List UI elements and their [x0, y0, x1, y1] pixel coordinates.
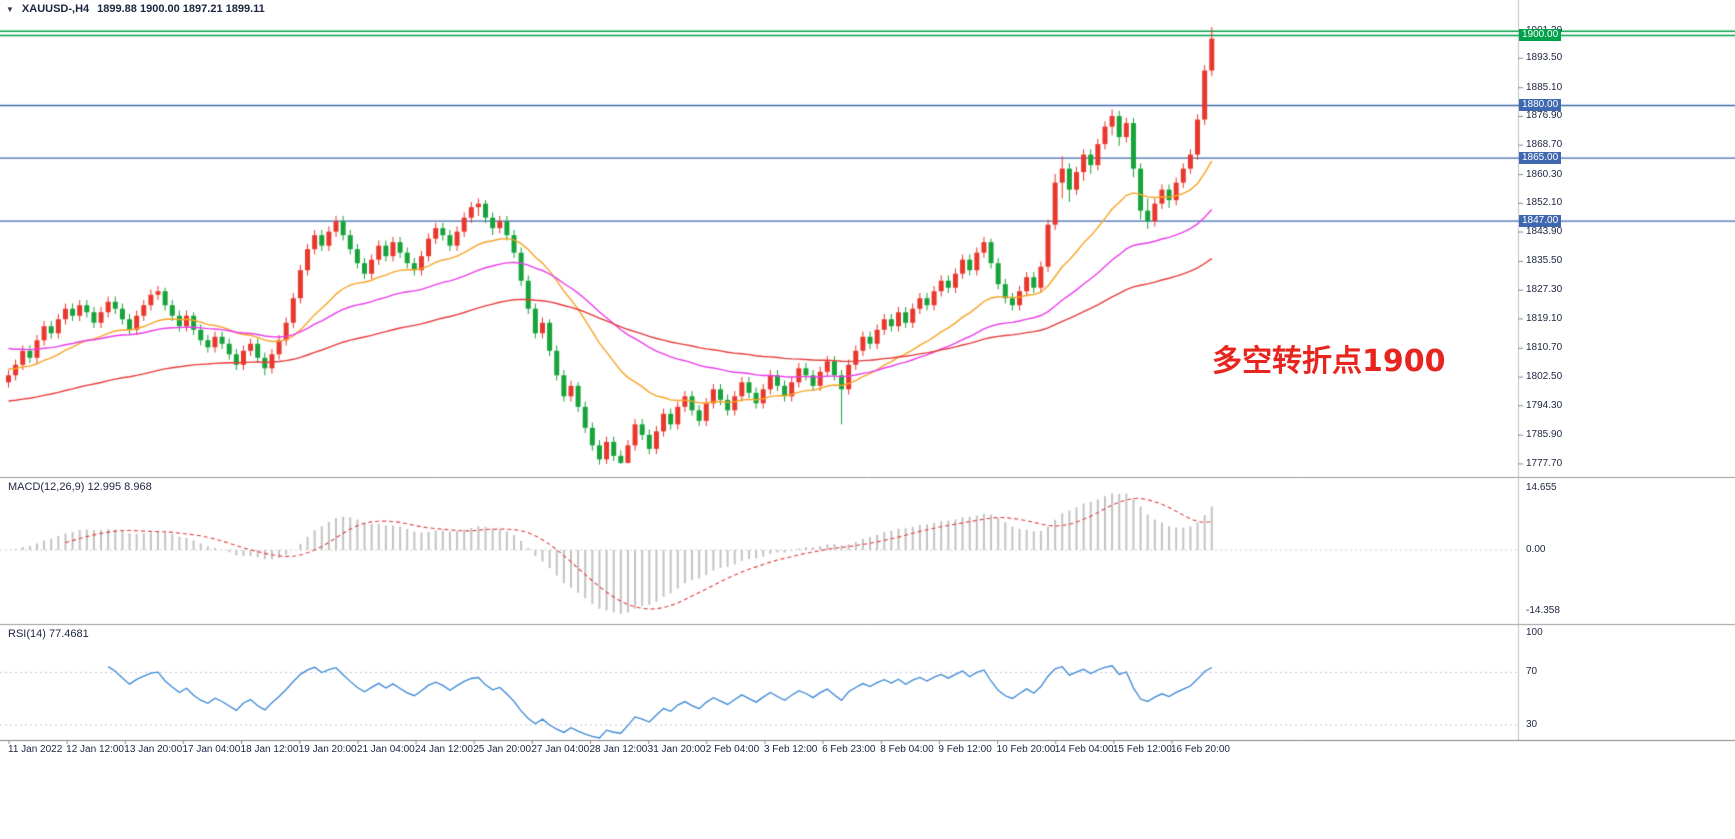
- price-axis-label: 1893.50: [1526, 52, 1563, 64]
- time-axis-label: 15 Feb 12:00: [1112, 744, 1172, 755]
- price-axis-label: 1827.30: [1526, 284, 1563, 296]
- rsi-axis-label: 30: [1526, 719, 1538, 730]
- time-axis-label: 28 Jan 12:00: [589, 744, 648, 755]
- time-axis-label: 12 Jan 12:00: [66, 744, 124, 755]
- price-level-tag: 1847.00: [1519, 214, 1562, 227]
- time-axis-label: 18 Jan 12:00: [240, 744, 299, 755]
- price-axis-label: 1794.30: [1526, 399, 1563, 411]
- time-axis-label: 10 Feb 20:00: [996, 744, 1056, 755]
- price-axis-label: 1819.10: [1526, 312, 1563, 324]
- rsi-axis-label: 100: [1526, 627, 1543, 638]
- price-level-tag: 1865.00: [1519, 151, 1562, 164]
- time-axis-label: 27 Jan 04:00: [531, 744, 590, 755]
- time-axis-label: 9 Feb 12:00: [938, 744, 992, 755]
- chart-header: ▼ XAUUSD-,H4 1899.88 1900.00 1897.21 189…: [6, 3, 265, 15]
- time-axis-label: 2 Feb 04:00: [705, 744, 760, 755]
- time-axis-label: 14 Feb 04:00: [1054, 744, 1114, 755]
- symbol-timeframe-label: XAUUSD-,H4: [21, 3, 90, 15]
- ohlc-values: 1899.88 1900.00 1897.21 1899.11: [97, 3, 265, 15]
- price-axis-label: 1777.70: [1526, 457, 1563, 469]
- time-axis-label: 24 Jan 12:00: [415, 744, 473, 755]
- dropdown-arrow-icon[interactable]: ▼: [6, 4, 14, 14]
- time-axis-label: 25 Jan 20:00: [473, 744, 532, 755]
- annotation-text: 多空转折点1900: [1212, 344, 1446, 379]
- rsi-indicator-label: RSI(14) 77.4681: [8, 628, 89, 640]
- time-axis-label: 6 Feb 23:00: [822, 744, 876, 755]
- price-axis-label: 1810.70: [1526, 342, 1563, 354]
- price-axis-label: 1852.10: [1526, 197, 1563, 209]
- macd-axis-label: 0.00: [1526, 544, 1546, 555]
- price-axis-label: 1860.30: [1526, 168, 1563, 180]
- price-axis-label: 1802.50: [1526, 371, 1563, 383]
- time-axis-label: 3 Feb 12:00: [763, 744, 818, 755]
- price-level-tag: 1880.00: [1519, 99, 1562, 112]
- macd-axis-label: 14.655: [1526, 482, 1557, 493]
- macd-axis-label: -14.358: [1526, 604, 1560, 616]
- time-axis-label: 31 Jan 20:00: [647, 744, 706, 755]
- price-axis-label: 1885.10: [1526, 81, 1563, 93]
- rsi-axis-label: 70: [1526, 666, 1538, 678]
- time-axis-label: 19 Jan 20:00: [298, 744, 357, 755]
- price-axis-label: 1785.90: [1526, 429, 1563, 441]
- price-axis-label: 1868.70: [1526, 139, 1563, 151]
- price-axis-label: 1876.90: [1526, 110, 1563, 122]
- time-axis-label: 11 Jan 2022: [8, 744, 63, 755]
- time-axis-label: 13 Jan 20:00: [124, 744, 183, 755]
- price-axis-label: 1843.90: [1526, 226, 1563, 238]
- time-axis-label: 8 Feb 04:00: [880, 744, 934, 755]
- time-axis-label: 17 Jan 04:00: [182, 744, 241, 755]
- price-level-tag: 1900.00: [1519, 29, 1562, 41]
- time-axis-label: 21 Jan 04:00: [356, 744, 415, 755]
- price-axis-label: 1835.50: [1526, 255, 1563, 267]
- macd-indicator-label: MACD(12,26,9) 12.995 8.968: [8, 481, 152, 493]
- time-axis-label: 16 Feb 20:00: [1171, 744, 1230, 755]
